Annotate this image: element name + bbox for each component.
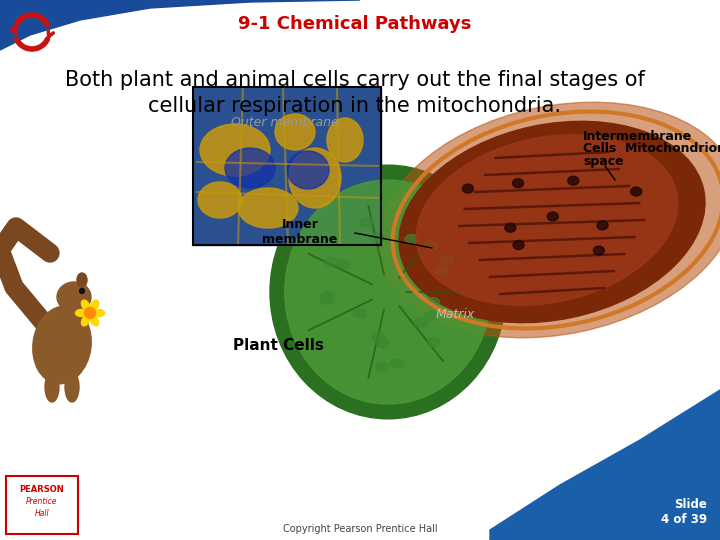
Ellipse shape xyxy=(414,318,428,327)
Ellipse shape xyxy=(376,362,389,372)
Text: Both plant and animal cells carry out the final stages of
cellular respiration i: Both plant and animal cells carry out th… xyxy=(65,70,645,116)
Ellipse shape xyxy=(91,300,99,310)
Ellipse shape xyxy=(57,282,91,312)
Ellipse shape xyxy=(372,332,385,341)
Text: 9-1 Chemical Pathways: 9-1 Chemical Pathways xyxy=(238,15,472,33)
Ellipse shape xyxy=(435,266,449,275)
Polygon shape xyxy=(0,0,120,540)
Text: PEARSON: PEARSON xyxy=(19,485,64,495)
Bar xyxy=(193,87,381,245)
Ellipse shape xyxy=(513,240,524,249)
Ellipse shape xyxy=(372,233,384,242)
Ellipse shape xyxy=(289,148,341,208)
Text: Hall: Hall xyxy=(35,509,49,517)
Ellipse shape xyxy=(337,260,350,269)
Ellipse shape xyxy=(84,307,96,319)
Ellipse shape xyxy=(427,338,440,347)
Ellipse shape xyxy=(238,188,298,228)
Ellipse shape xyxy=(593,246,604,255)
Text: Plant Cells: Plant Cells xyxy=(233,338,323,353)
Text: Matrix: Matrix xyxy=(436,308,474,321)
Polygon shape xyxy=(0,0,360,50)
Ellipse shape xyxy=(287,151,329,189)
Ellipse shape xyxy=(81,300,89,310)
Ellipse shape xyxy=(81,316,89,326)
Ellipse shape xyxy=(77,273,87,287)
Ellipse shape xyxy=(631,187,642,196)
Ellipse shape xyxy=(505,223,516,232)
Ellipse shape xyxy=(353,309,366,318)
Ellipse shape xyxy=(320,295,333,305)
Bar xyxy=(193,87,381,245)
Text: Outer membrane: Outer membrane xyxy=(231,116,339,129)
Ellipse shape xyxy=(284,180,491,404)
Ellipse shape xyxy=(198,182,242,218)
Ellipse shape xyxy=(275,114,315,150)
Ellipse shape xyxy=(399,122,705,323)
Bar xyxy=(6,476,78,534)
Ellipse shape xyxy=(79,288,84,294)
Ellipse shape xyxy=(424,241,437,249)
Ellipse shape xyxy=(426,298,439,307)
Ellipse shape xyxy=(321,292,334,300)
Ellipse shape xyxy=(377,339,390,347)
Ellipse shape xyxy=(270,165,506,419)
Ellipse shape xyxy=(462,184,473,193)
Ellipse shape xyxy=(33,306,91,384)
Ellipse shape xyxy=(360,218,373,226)
Polygon shape xyxy=(490,390,720,540)
Text: Slide
4 of 39: Slide 4 of 39 xyxy=(661,498,707,526)
Ellipse shape xyxy=(45,372,59,402)
Ellipse shape xyxy=(91,316,99,326)
Text: space: space xyxy=(583,154,624,167)
Text: Intermembrane: Intermembrane xyxy=(583,131,692,144)
Ellipse shape xyxy=(568,176,579,185)
Ellipse shape xyxy=(65,372,79,402)
Ellipse shape xyxy=(225,148,275,188)
Text: Cells  Mitochondrion: Cells Mitochondrion xyxy=(583,143,720,156)
Text: Prentice: Prentice xyxy=(26,497,58,507)
Ellipse shape xyxy=(405,234,418,244)
Ellipse shape xyxy=(424,312,437,320)
Ellipse shape xyxy=(327,118,363,162)
Ellipse shape xyxy=(94,309,104,316)
Ellipse shape xyxy=(416,135,678,305)
Ellipse shape xyxy=(547,212,558,221)
Ellipse shape xyxy=(378,102,720,338)
Ellipse shape xyxy=(441,255,454,264)
Ellipse shape xyxy=(513,179,523,188)
Ellipse shape xyxy=(76,309,86,316)
Ellipse shape xyxy=(390,359,403,368)
Ellipse shape xyxy=(325,258,338,266)
Ellipse shape xyxy=(597,221,608,230)
Text: Inner
membrane: Inner membrane xyxy=(262,218,338,246)
Ellipse shape xyxy=(200,124,270,176)
Text: Copyright Pearson Prentice Hall: Copyright Pearson Prentice Hall xyxy=(283,524,437,534)
Bar xyxy=(6,476,78,534)
